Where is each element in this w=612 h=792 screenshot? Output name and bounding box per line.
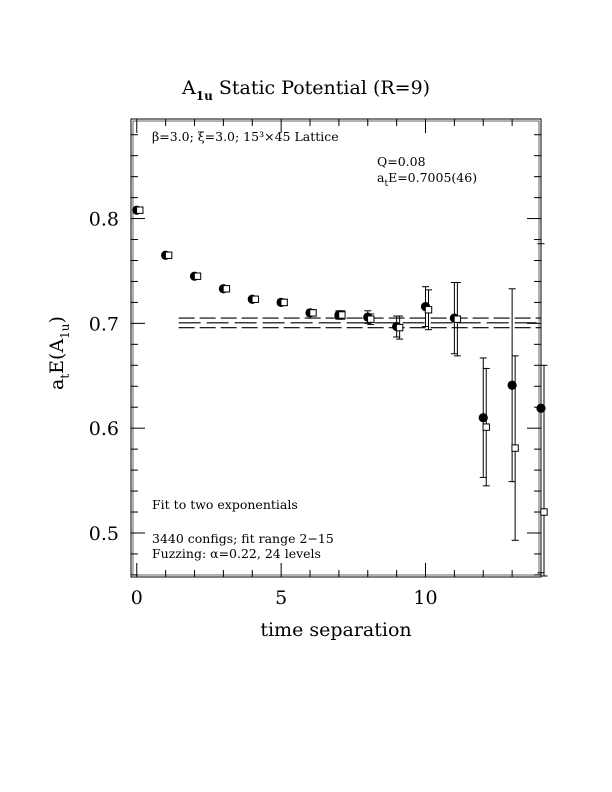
data-point-square bbox=[222, 285, 231, 293]
y-tick-label: 0.7 bbox=[89, 313, 119, 335]
x-tick-label: 10 bbox=[413, 587, 437, 609]
fit-annotation: Fit to two exponentials bbox=[152, 497, 298, 512]
data-point-square bbox=[338, 311, 346, 319]
y-axis-label: atE(A1u) bbox=[46, 316, 72, 390]
chart-title: A1u Static Potential (R=9) bbox=[181, 77, 430, 103]
data-series bbox=[132, 205, 548, 577]
data-point-square bbox=[367, 315, 375, 323]
data-point-square bbox=[193, 272, 202, 280]
x-tick-label: 5 bbox=[275, 587, 287, 609]
data-point-square bbox=[251, 295, 259, 303]
data-point-square bbox=[309, 309, 317, 317]
data-point-square bbox=[482, 423, 490, 431]
x-tick-label: 0 bbox=[131, 587, 143, 609]
data-point-square bbox=[453, 315, 462, 323]
fit-band bbox=[178, 317, 541, 329]
lattice-annotation: β=3.0; ξ=3.0; 15³×45 Lattice bbox=[152, 129, 339, 144]
data-point-square bbox=[540, 508, 548, 516]
y-tick-label: 0.6 bbox=[89, 418, 119, 440]
y-tick-label: 0.8 bbox=[89, 209, 119, 231]
configs-annotation: 3440 configs; fit range 2−15 bbox=[152, 531, 334, 546]
data-point-square bbox=[164, 251, 173, 259]
q-annotation: Q=0.08 bbox=[377, 154, 426, 169]
data-point-circle bbox=[507, 380, 517, 390]
x-axis-label: time separation bbox=[260, 619, 411, 641]
data-point-circle bbox=[536, 403, 546, 413]
plot-frame-inner bbox=[132, 120, 540, 576]
tick-labels: 0 5 10 0.5 0.6 0.7 0.8 bbox=[89, 209, 438, 609]
data-point-square bbox=[136, 206, 144, 214]
data-point-circle bbox=[478, 413, 488, 423]
fuzzing-annotation: Fuzzing: α=0.22, 24 levels bbox=[152, 546, 321, 561]
energy-annotation: atE=0.7005(46) bbox=[377, 170, 477, 189]
data-point-square bbox=[511, 444, 519, 452]
data-point-square bbox=[280, 298, 288, 307]
data-point-square bbox=[424, 306, 433, 314]
data-point-square bbox=[395, 323, 404, 332]
axis-ticks bbox=[131, 119, 542, 577]
y-tick-label: 0.5 bbox=[89, 523, 119, 545]
